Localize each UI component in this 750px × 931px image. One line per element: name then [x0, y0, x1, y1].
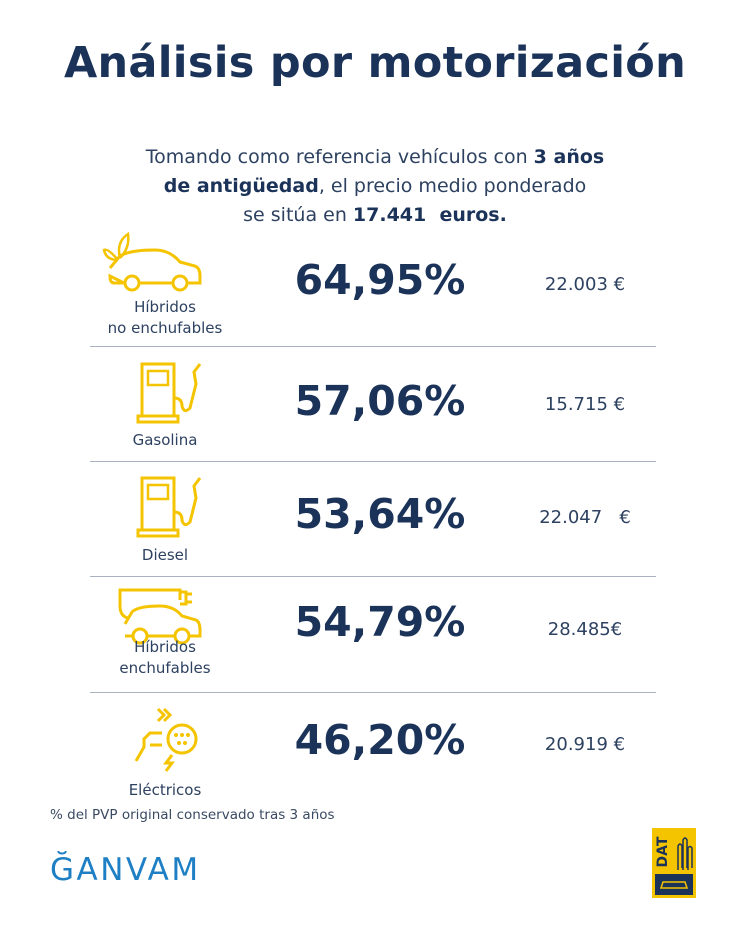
row-percent: 57,06%: [294, 377, 466, 425]
row-icon: [136, 476, 202, 538]
intro-text: , el precio medio ponderado: [318, 175, 587, 197]
row-percent: 54,79%: [294, 598, 466, 646]
intro-line: Tomando como referencia vehículos con 3 …: [0, 143, 750, 172]
row-price: 22.003 €: [544, 274, 626, 295]
row-icon: [134, 707, 198, 772]
intro-text: Tomando como referencia vehículos con: [145, 146, 534, 168]
row-icon: [118, 588, 202, 645]
separator: [90, 576, 656, 577]
row-percent: 53,64%: [294, 490, 466, 538]
intro: Tomando como referencia vehículos con 3 …: [0, 143, 750, 230]
row-label: Gasolina: [80, 430, 250, 451]
intro-text: 3 años: [533, 146, 605, 168]
intro-line: se sitúa en 17.441 euros.: [0, 201, 750, 230]
dat-logo: DAT: [652, 828, 696, 898]
row-icon: [136, 362, 202, 424]
intro-text: de antigüedad: [163, 175, 319, 197]
separator: [90, 346, 656, 347]
separator: [90, 692, 656, 693]
row-label-line: Eléctricos: [128, 781, 202, 799]
intro-text: se sitúa en: [243, 204, 353, 226]
title: Análisis por motorización: [63, 38, 687, 88]
row-label: Híbridos enchufables: [80, 637, 250, 679]
footnote: % del PVP original conservado tras 3 año…: [50, 807, 335, 823]
row-price: 22.047 €: [539, 507, 631, 528]
row-label: Diesel: [80, 545, 250, 566]
dat-logo-car: [659, 881, 689, 889]
row-price: 28.485€: [547, 619, 623, 640]
dat-logo-car-bg: [655, 874, 693, 895]
dat-logo-hand: [677, 837, 693, 870]
row-label-line: Híbridos: [134, 638, 196, 656]
ganvam-logo: ĞANVAM: [50, 852, 201, 888]
row-label-line: enchufables: [119, 659, 211, 677]
row-label-line: Híbridos: [134, 298, 196, 316]
row-label: Eléctricos: [80, 780, 250, 801]
intro-line: de antigüedad, el precio medio ponderado: [0, 172, 750, 201]
dat-logo-text: DAT: [655, 836, 671, 867]
row-label-line: Diesel: [141, 546, 189, 564]
row-label: Híbridos no enchufables: [80, 297, 250, 339]
row-icon: [102, 231, 202, 292]
row-price: 20.919 €: [544, 734, 626, 755]
row-price: 15.715 €: [544, 394, 626, 415]
row-percent: 64,95%: [294, 256, 466, 304]
row-percent: 46,20%: [294, 716, 466, 764]
intro-text: 17.441 euros.: [352, 204, 507, 226]
separator: [90, 461, 656, 462]
row-label-line: no enchufables: [107, 319, 223, 337]
row-label-line: Gasolina: [132, 431, 198, 449]
